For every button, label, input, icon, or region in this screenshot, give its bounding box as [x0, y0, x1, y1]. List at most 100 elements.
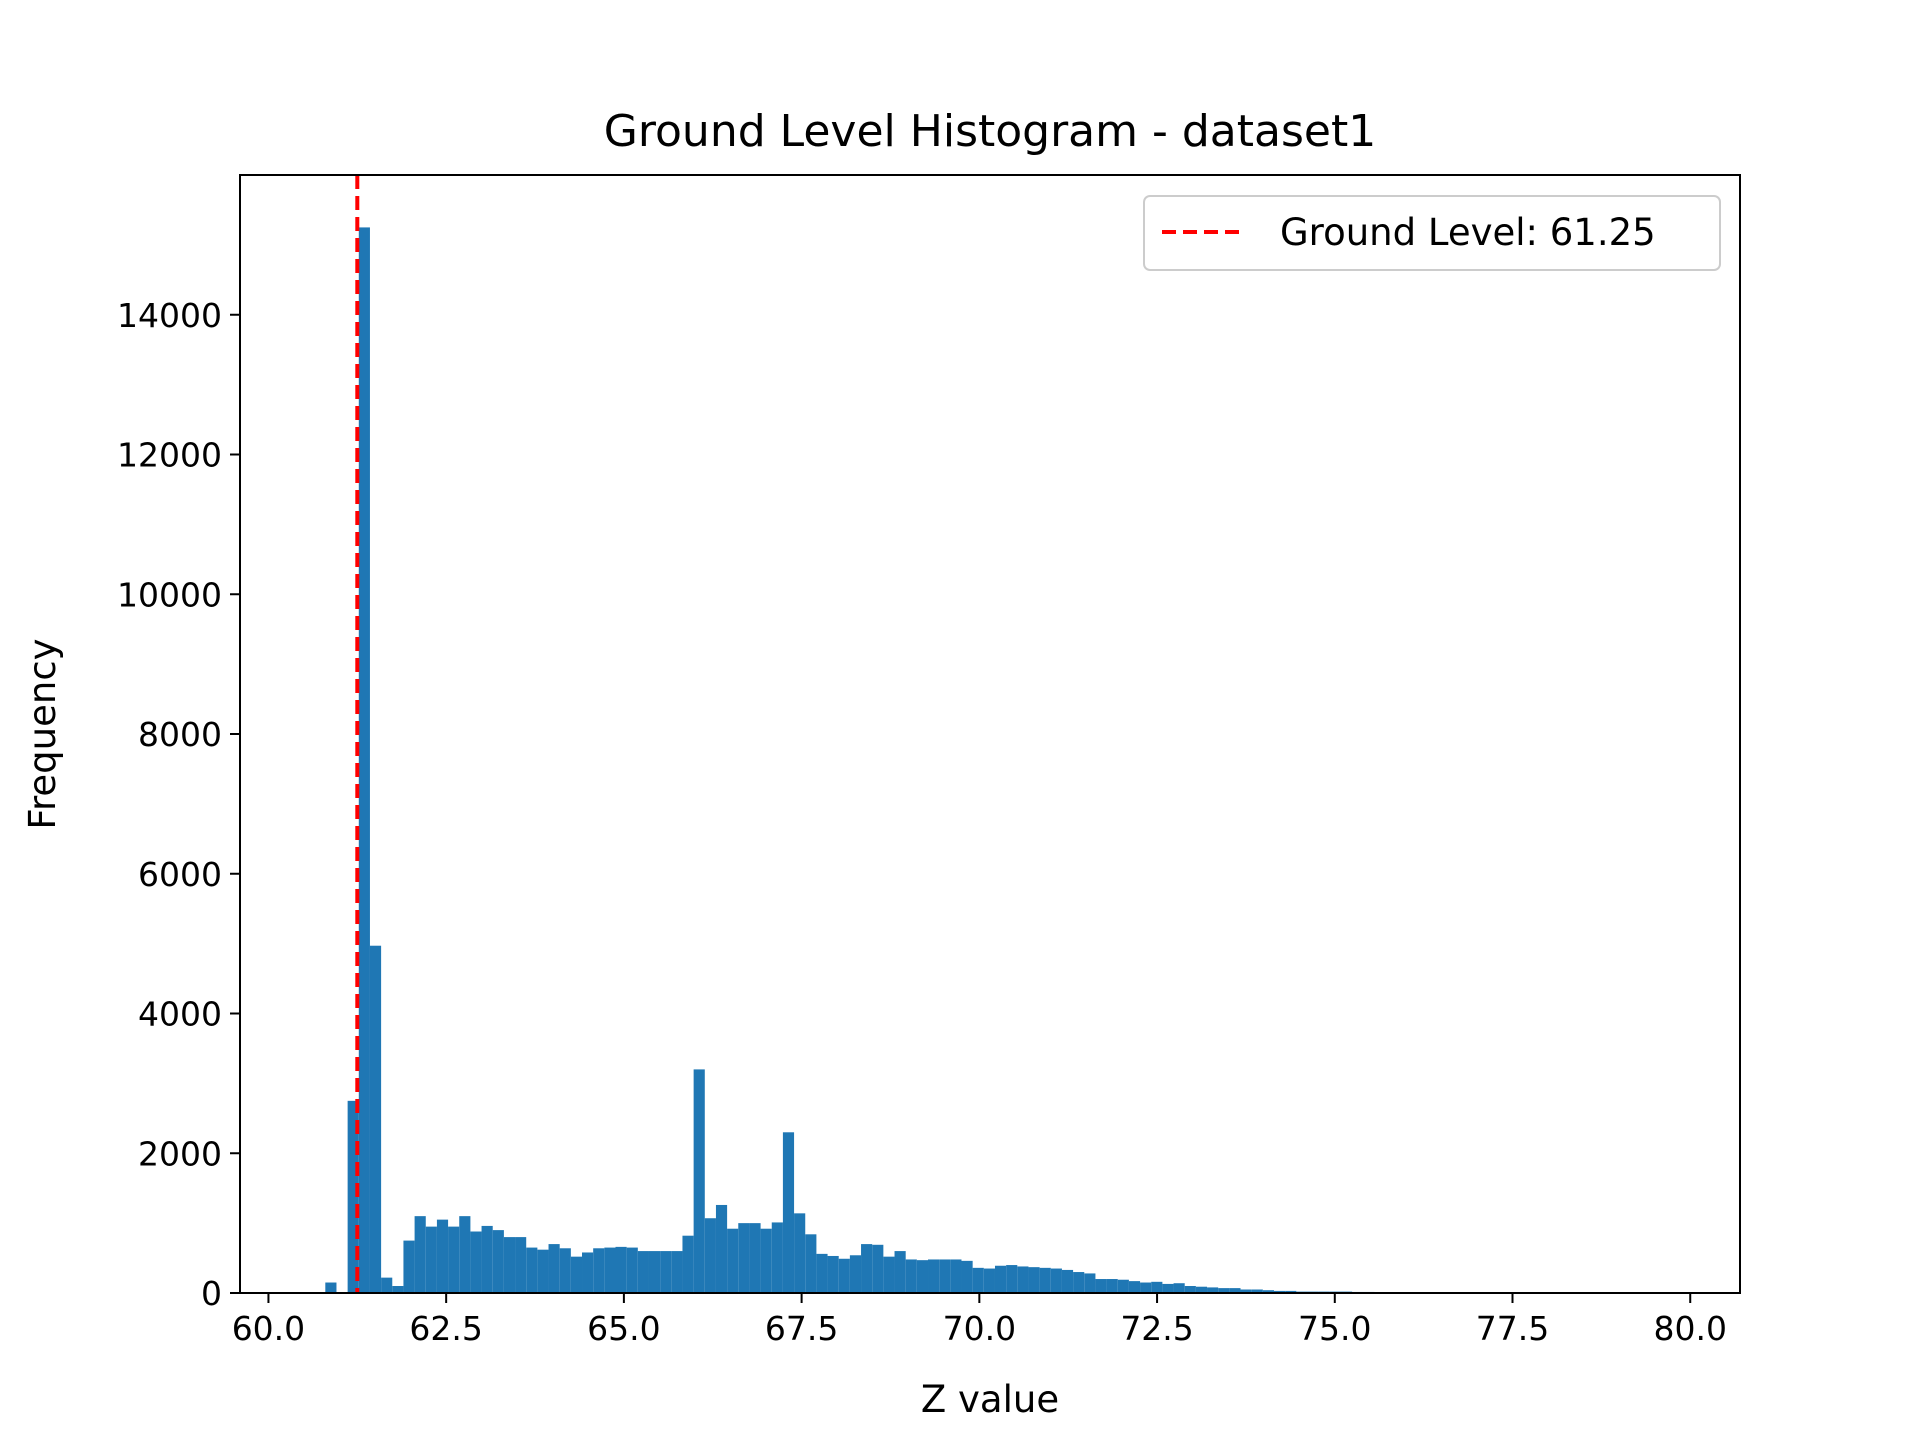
x-tick-label: 72.5	[1120, 1309, 1193, 1348]
histogram-bar	[883, 1256, 895, 1293]
y-tick-label: 14000	[117, 296, 222, 335]
histogram-bar	[782, 1132, 795, 1293]
histogram-bar	[492, 1230, 504, 1293]
histogram-bar	[805, 1234, 817, 1293]
x-tick-label: 75.0	[1298, 1309, 1371, 1348]
histogram-bar	[559, 1248, 571, 1293]
histogram-bar	[381, 1277, 393, 1293]
histogram-bar	[1207, 1287, 1219, 1293]
histogram-bar	[983, 1268, 995, 1293]
histogram-bar	[526, 1247, 538, 1293]
histogram-bar	[704, 1218, 716, 1293]
histogram-bar	[615, 1246, 627, 1293]
histogram-bar	[794, 1213, 806, 1293]
y-tick-label: 6000	[138, 855, 222, 894]
x-axis-label: Z value	[921, 1378, 1059, 1421]
histogram-bar	[1073, 1272, 1085, 1293]
histogram-bar	[838, 1258, 850, 1293]
histogram-bar	[604, 1247, 616, 1293]
histogram-bar	[1251, 1289, 1263, 1293]
y-tick-label: 4000	[138, 995, 222, 1034]
legend-ground-level-label: Ground Level: 61.25	[1280, 211, 1656, 254]
histogram-bar	[771, 1222, 783, 1293]
histogram-bar	[727, 1228, 739, 1293]
histogram-bar	[1084, 1273, 1096, 1293]
histogram-bar	[738, 1223, 750, 1294]
y-tick-label: 2000	[138, 1134, 222, 1173]
y-tick-label: 8000	[138, 715, 222, 754]
histogram-bar	[961, 1260, 973, 1293]
histogram-bar	[816, 1253, 828, 1293]
x-tick-label: 77.5	[1476, 1309, 1549, 1348]
histogram-bar	[1061, 1269, 1074, 1293]
histogram-bar	[827, 1255, 839, 1293]
histogram-bar	[1274, 1290, 1286, 1293]
x-tick-label: 65.0	[587, 1309, 660, 1348]
histogram-bar	[916, 1260, 929, 1293]
histogram-bar	[436, 1219, 449, 1293]
histogram-bar	[1184, 1286, 1196, 1293]
histogram-bar	[1095, 1279, 1107, 1293]
histogram-bar	[593, 1248, 605, 1293]
histogram-bar	[939, 1259, 951, 1293]
y-axis-label: Frequency	[21, 638, 64, 829]
histogram-bar	[1050, 1268, 1062, 1293]
histogram-bar	[1151, 1281, 1163, 1293]
histogram-bar	[459, 1216, 471, 1293]
x-tick-label: 80.0	[1653, 1309, 1726, 1348]
histogram-bar	[1240, 1289, 1252, 1293]
histogram-bar	[1128, 1281, 1141, 1293]
histogram-bar	[392, 1286, 404, 1293]
histogram-bar	[1039, 1267, 1051, 1293]
histogram-bar	[537, 1249, 549, 1293]
histogram-bar	[1262, 1290, 1274, 1293]
chart-title: Ground Level Histogram - dataset1	[604, 106, 1376, 157]
histogram-bar	[403, 1240, 415, 1293]
histogram-bar	[325, 1282, 337, 1293]
y-tick-label: 12000	[117, 436, 222, 475]
y-tick-label: 0	[201, 1274, 222, 1313]
histogram-bar	[1106, 1279, 1118, 1293]
y-tick-label: 10000	[117, 575, 222, 614]
histogram-bar	[950, 1259, 962, 1293]
histogram-bar	[972, 1267, 984, 1293]
histogram-bar	[470, 1231, 482, 1293]
histogram-bar	[894, 1251, 906, 1293]
histogram-bar	[1140, 1282, 1152, 1293]
histogram-bar	[1028, 1267, 1040, 1293]
histogram-bar	[905, 1259, 917, 1293]
legend: Ground Level: 61.25	[1143, 195, 1721, 271]
histogram-bar	[1195, 1286, 1208, 1293]
histogram-bar	[1218, 1288, 1230, 1293]
histogram-bar	[849, 1255, 862, 1293]
histogram-bar	[548, 1244, 560, 1293]
histogram-bar	[358, 227, 370, 1293]
histogram-bar	[682, 1235, 694, 1293]
histogram-bar	[570, 1256, 583, 1293]
histogram-bar	[1117, 1279, 1129, 1293]
histogram-bar	[872, 1244, 884, 1293]
histogram-bar	[1229, 1288, 1241, 1293]
histogram-bar	[369, 945, 382, 1293]
histogram-bar	[693, 1069, 705, 1293]
histogram-bar	[481, 1225, 493, 1293]
x-axis-ticks: 60.0 62.5 65.0 67.5 70.0 72.5 75.0 77.5 80.0	[232, 1293, 1727, 1348]
histogram-bar	[448, 1226, 460, 1293]
x-tick-label: 70.0	[943, 1309, 1016, 1348]
histogram-bar	[626, 1247, 638, 1293]
histogram-bar	[1173, 1283, 1185, 1293]
x-tick-label: 67.5	[765, 1309, 838, 1348]
y-axis-ticks: 0 2000 4000 6000 8000 10000 12000 14000	[117, 296, 240, 1313]
histogram-bar	[760, 1228, 772, 1293]
histogram-bar	[1017, 1266, 1029, 1293]
histogram-bar	[660, 1251, 672, 1293]
histogram-bar	[414, 1216, 426, 1293]
x-tick-label: 60.0	[232, 1309, 305, 1348]
histogram-bar	[425, 1226, 437, 1293]
bars-layer	[325, 227, 1386, 1294]
histogram-bar	[861, 1244, 873, 1293]
histogram-bar	[503, 1237, 516, 1293]
histogram-bar	[1162, 1283, 1174, 1293]
histogram-bar	[715, 1204, 728, 1293]
